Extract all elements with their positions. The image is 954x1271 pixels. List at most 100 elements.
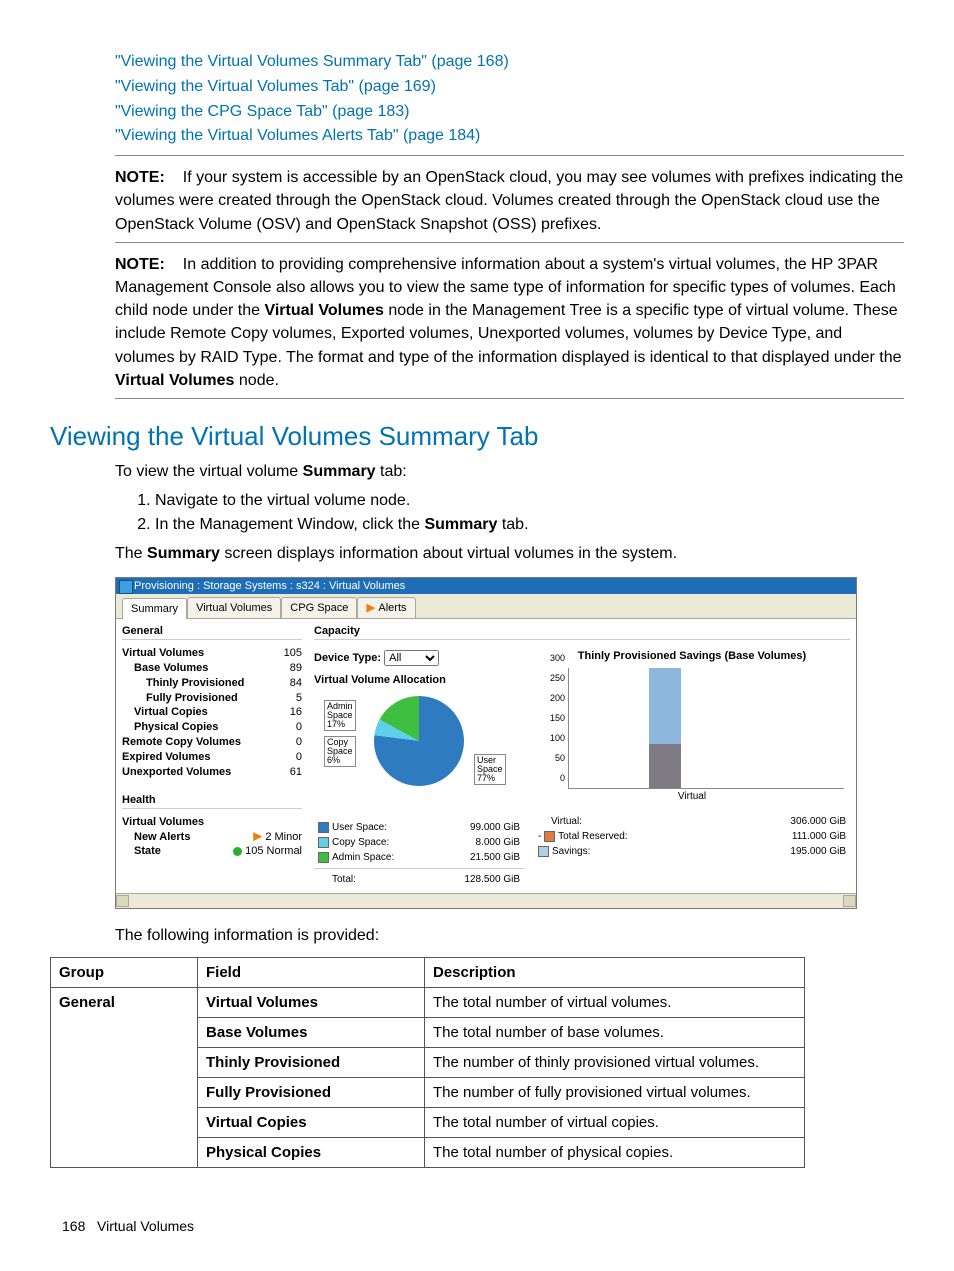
alloc-title: Virtual Volume Allocation [314, 674, 524, 686]
divider [115, 242, 904, 243]
alert-flag-icon [366, 604, 375, 613]
note-block: NOTE:If your system is accessible by an … [115, 166, 904, 236]
cell-field: Base Volumes [198, 1018, 425, 1048]
total-value: 128.500 GiB [464, 872, 520, 887]
legend-row: User Space:99.000 GiB [314, 820, 524, 835]
row-label: Thinly Provisioned [146, 676, 244, 691]
swatch-icon [318, 852, 329, 863]
tab-cpg-space[interactable]: CPG Space [281, 597, 357, 618]
intro-line: To view the virtual volume Summary tab: [115, 460, 904, 485]
table-row: Thinly ProvisionedThe number of thinly p… [51, 1048, 805, 1078]
capacity-panel: Capacity Device Type: All Virtual Volume… [314, 625, 850, 887]
general-row: Physical Copies0 [122, 720, 302, 735]
tab-summary[interactable]: Summary [122, 598, 187, 619]
cell-description: The total number of virtual copies. [425, 1108, 805, 1138]
cell-group [51, 1018, 198, 1048]
row-label: Remote Copy Volumes [122, 735, 241, 750]
toc-link[interactable]: "Viewing the Virtual Volumes Alerts Tab"… [115, 124, 904, 149]
row-label: Base Volumes [134, 661, 208, 676]
table-row: Base VolumesThe total number of base vol… [51, 1018, 805, 1048]
footer-title: Virtual Volumes [97, 1218, 194, 1234]
legend-row: Admin Space:21.500 GiB [314, 850, 524, 865]
tab-label: Alerts [378, 602, 406, 614]
savings-row: - Total Reserved:111.000 GiB [538, 829, 846, 844]
bold-term: Summary [147, 545, 220, 562]
savings-row: Savings:195.000 GiB [538, 844, 846, 859]
ytick: 50 [539, 753, 565, 763]
text: The [115, 545, 147, 562]
total-label: Total: [332, 872, 356, 887]
state-label: State [134, 844, 161, 859]
bar-virtual [649, 668, 681, 788]
toc-link[interactable]: "Viewing the CPG Space Tab" (page 183) [115, 100, 904, 125]
scrollbar[interactable] [116, 893, 856, 908]
note-block: NOTE:In addition to providing comprehens… [115, 253, 904, 392]
text: In the Management Window, click the [155, 516, 424, 533]
panel-title: Health [122, 794, 302, 809]
legend-value: 99.000 GiB [470, 820, 520, 835]
savings-title: Thinly Provisioned Savings (Base Volumes… [534, 650, 850, 662]
row-value: 0 [296, 750, 302, 765]
row-value: 61 [290, 765, 302, 780]
savings-value: 195.000 GiB [790, 844, 846, 859]
alerts-value: 2 Minor [253, 830, 302, 845]
page-number: 168 [62, 1218, 85, 1234]
row-label: Unexported Volumes [122, 765, 231, 780]
swatch-icon [318, 822, 329, 833]
toc-link[interactable]: "Viewing the Virtual Volumes Summary Tab… [115, 50, 904, 75]
state-dot-icon [233, 847, 242, 856]
legend-row: Copy Space:8.000 GiB [314, 835, 524, 850]
note-label: NOTE: [115, 256, 165, 273]
savings-value: 306.000 GiB [790, 814, 846, 829]
row-label: Expired Volumes [122, 750, 210, 765]
panel-title: General [122, 625, 302, 640]
cell-description: The number of thinly provisioned virtual… [425, 1048, 805, 1078]
ytick: 150 [539, 713, 565, 723]
note-text: node. [234, 372, 278, 389]
row-value: 105 [284, 646, 302, 661]
ytick: 200 [539, 693, 565, 703]
panel-title: Capacity [314, 625, 850, 640]
table-row: Fully ProvisionedThe number of fully pro… [51, 1078, 805, 1108]
tab-virtual-volumes[interactable]: Virtual Volumes [187, 597, 281, 618]
col-header: Description [425, 958, 805, 988]
device-type-select[interactable]: All [384, 650, 439, 666]
cell-field: Virtual Copies [198, 1108, 425, 1138]
general-row: Virtual Copies16 [122, 705, 302, 720]
table-row: GeneralVirtual VolumesThe total number o… [51, 988, 805, 1018]
bold-term: Virtual Volumes [115, 372, 234, 389]
bold-term: Summary [424, 516, 497, 533]
cell-group: General [51, 988, 198, 1018]
bar-xlabel: Virtual [534, 791, 850, 802]
page-footer: 168 Virtual Volumes [62, 1218, 904, 1234]
alerts-label: New Alerts [134, 830, 190, 845]
row-label: Virtual Copies [134, 705, 208, 720]
table-header-row: Group Field Description [51, 958, 805, 988]
savings-row: Virtual:306.000 GiB [538, 814, 846, 829]
cell-field: Thinly Provisioned [198, 1048, 425, 1078]
general-row: Expired Volumes 0 [122, 750, 302, 765]
text: 105 Normal [245, 845, 302, 857]
row-value: 89 [290, 661, 302, 676]
steps-list: Navigate to the virtual volume node. In … [115, 489, 904, 539]
row-label: Fully Provisioned [146, 691, 238, 706]
summary-line: The Summary screen displays information … [115, 542, 904, 567]
legend-value: 21.500 GiB [470, 850, 520, 865]
device-type-label: Device Type: [314, 652, 381, 664]
general-row: Virtual Volumes 105 [122, 646, 302, 661]
cell-group [51, 1048, 198, 1078]
text: tab. [497, 516, 528, 533]
bold-term: Virtual Volumes [264, 302, 383, 319]
ytick: 100 [539, 733, 565, 743]
swatch-icon [544, 831, 555, 842]
note-text: If your system is accessible by an OpenS… [115, 169, 903, 232]
general-row: Fully Provisioned5 [122, 691, 302, 706]
step-item: In the Management Window, click the Summ… [155, 513, 904, 538]
alert-flag-icon [253, 832, 262, 841]
row-label: Virtual Volumes [122, 646, 204, 661]
pie-label: Admin Space 17% [324, 700, 356, 731]
ytick: 0 [539, 773, 565, 783]
tab-alerts[interactable]: Alerts [357, 597, 415, 618]
toc-link[interactable]: "Viewing the Virtual Volumes Tab" (page … [115, 75, 904, 100]
pie-graphic [374, 696, 464, 786]
